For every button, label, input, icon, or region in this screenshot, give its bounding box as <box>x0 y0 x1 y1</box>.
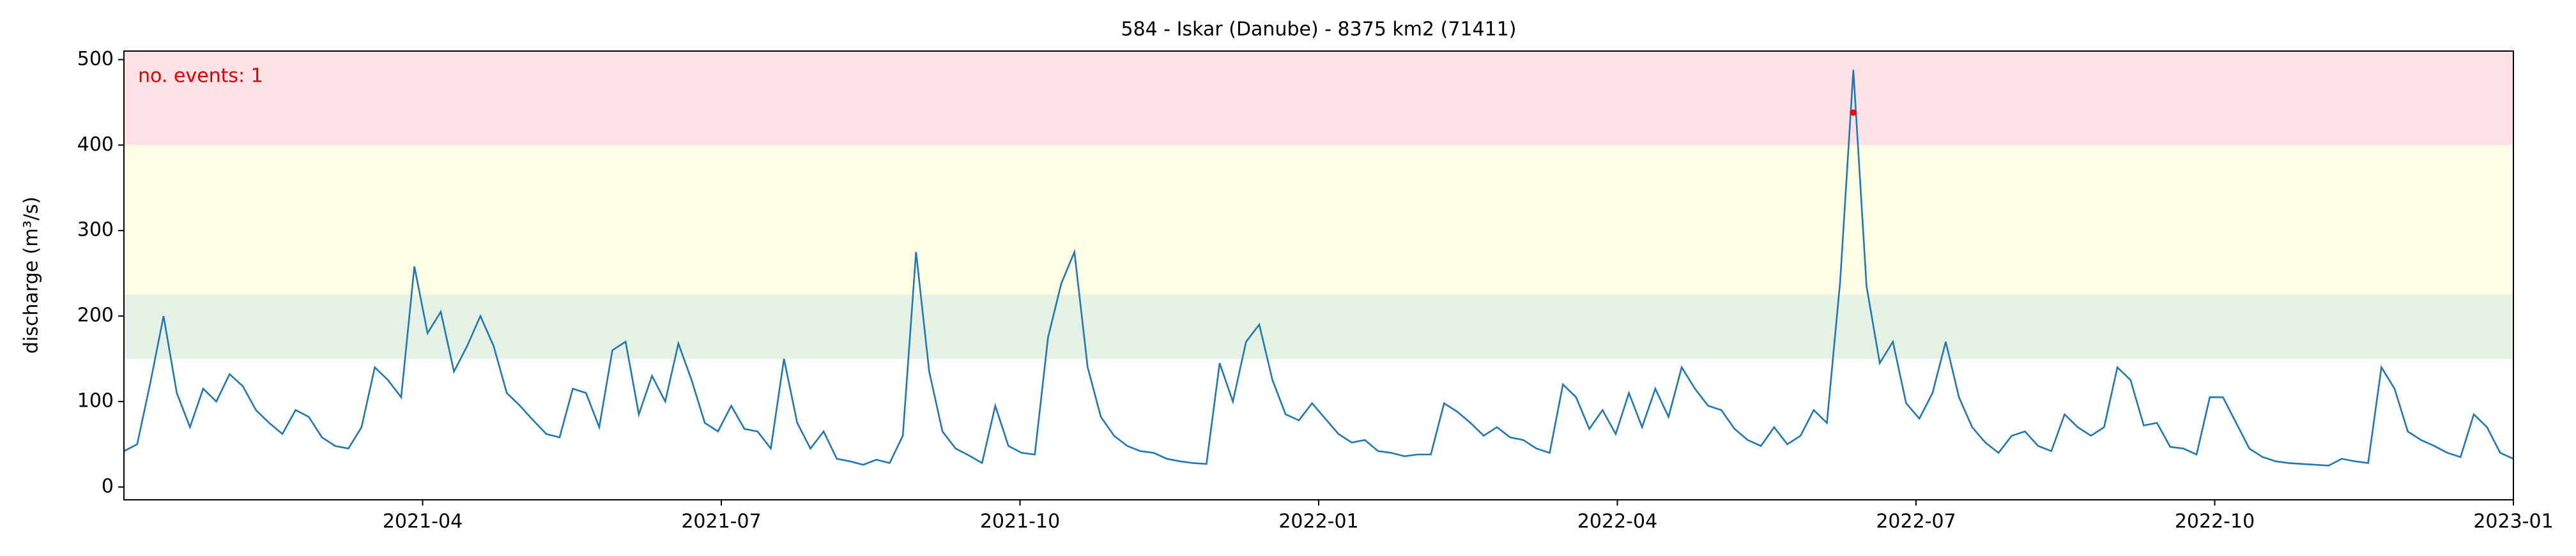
chart-title: 584 - Iskar (Danube) - 8375 km2 (71411) <box>1121 19 1517 41</box>
x-tick-label: 2022-10 <box>2175 511 2255 533</box>
y-tick-label: 100 <box>77 390 114 412</box>
x-tick-label: 2023-01 <box>2473 511 2553 533</box>
x-tick-label: 2021-04 <box>383 511 463 533</box>
y-tick-label: 500 <box>77 48 114 70</box>
threshold-band <box>124 51 2513 146</box>
y-axis-label: discharge (m³/s) <box>20 197 43 354</box>
y-tick-label: 300 <box>77 219 114 241</box>
event-marker <box>1850 109 1857 116</box>
y-tick-label: 0 <box>102 475 114 497</box>
event-count: no. events: 1 <box>138 65 263 87</box>
x-tick-label: 2021-07 <box>681 511 761 533</box>
y-tick-label: 200 <box>77 304 114 327</box>
threshold-band <box>124 145 2513 295</box>
x-tick-label: 2022-07 <box>1876 511 1956 533</box>
discharge-line <box>123 70 2514 467</box>
x-tick-label: 2022-04 <box>1577 511 1657 533</box>
plot-frame <box>123 50 2514 500</box>
y-tick-label: 400 <box>77 133 114 156</box>
threshold-band <box>124 294 2513 359</box>
x-tick-label: 2022-01 <box>1278 511 1358 533</box>
x-tick-label: 2021-10 <box>980 511 1060 533</box>
